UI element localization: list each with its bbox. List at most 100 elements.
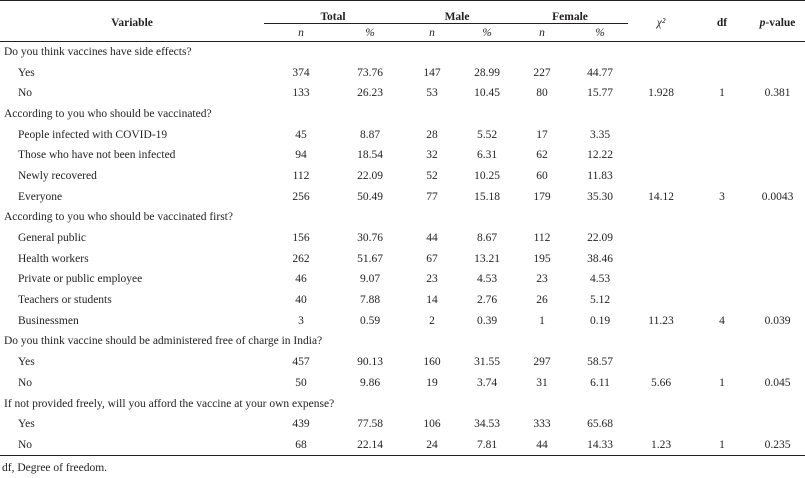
cell-chi-square	[628, 62, 694, 83]
table-body: Do you think vaccines have side effects?…	[0, 42, 805, 456]
table-row: Yes 457 90.13 160 31.55 297 58.57	[0, 352, 805, 373]
row-label: Yes	[18, 418, 35, 431]
cell-total-pct: 50.49	[357, 190, 383, 203]
cell-male-n: 147	[423, 66, 441, 79]
cell-p-value: 0.039	[764, 314, 791, 327]
header-variable: Variable	[111, 16, 153, 29]
cell-female-n: 112	[533, 232, 551, 245]
cell-chi-square: 14.12	[648, 190, 674, 203]
cell-female-n: 60	[536, 169, 548, 182]
cell-female-pct: 22.09	[587, 232, 613, 245]
cell-female-n: 26	[536, 294, 548, 307]
cell-p-value	[750, 290, 805, 311]
cell-total-pct: 51.67	[357, 252, 383, 265]
section-row: If not provided freely, will you afford …	[0, 393, 805, 414]
header-chi-square: χ²	[656, 16, 666, 29]
cell-female-pct: 5.12	[589, 294, 611, 307]
section-title: According to you who should be vaccinate…	[4, 211, 233, 224]
cell-p-value	[750, 166, 805, 187]
cell-male-n: 14	[426, 294, 438, 307]
section-title: Do you think vaccine should be administe…	[4, 335, 323, 348]
cell-chi-square	[628, 269, 694, 290]
cell-male-pct: 10.45	[474, 87, 500, 100]
cell-p-value: 0.235	[750, 434, 805, 456]
cell-chi-square	[628, 248, 694, 269]
table-row: Businessmen 3 0.59 2 0.39 1 0.19 11.23 4 0.039	[0, 310, 805, 331]
row-label: Health workers	[18, 252, 89, 265]
cell-p-value: 0.381	[764, 87, 791, 100]
cell-df	[694, 352, 750, 373]
cell-male-pct: 28.99	[474, 66, 500, 79]
cell-total-pct: 18.54	[357, 149, 383, 162]
cell-chi-square	[628, 166, 694, 187]
cell-female-pct: 3.35	[589, 128, 611, 141]
row-label: Teachers or students	[18, 294, 112, 307]
table-row: Health workers 262 51.67 67 13.21 195 38.46	[0, 248, 805, 269]
header-male: Male	[402, 0, 513, 24]
cell-female-pct: 65.68	[587, 418, 613, 431]
cell-female-n: 80	[536, 87, 548, 100]
cell-male-pct: 4.53	[476, 273, 498, 286]
cell-chi-square	[628, 352, 694, 373]
cell-p-value: 0.045	[764, 376, 791, 389]
cell-male-pct: 10.25	[474, 169, 500, 182]
cell-total-pct: 8.87	[359, 128, 381, 141]
table-row: Newly recovered 112 22.09 52 10.25 60 11.83	[0, 166, 805, 187]
cell-female-pct: 44.77	[587, 66, 613, 79]
cell-female-pct: 4.53	[589, 273, 611, 286]
table-row: Those who have not been infected 94 18.54 3…	[0, 145, 805, 166]
cell-total-pct: 0.59	[359, 314, 381, 327]
table-row: No 50 9.86 19 3.74 31 6.11 5.66 1 0.045	[0, 373, 805, 394]
cell-total-n: 374	[292, 66, 310, 79]
cell-df: 1	[719, 376, 725, 389]
subheader-female-n: n	[539, 26, 545, 39]
cell-df	[694, 248, 750, 269]
cell-df	[694, 62, 750, 83]
cell-total-n: 156	[292, 232, 310, 245]
cell-df	[694, 228, 750, 249]
footnote: df, Degree of freedom.	[2, 461, 108, 474]
cell-total-n: 46	[295, 273, 307, 286]
header-p-prefix: p	[759, 16, 766, 29]
cell-male-pct: 34.53	[474, 418, 500, 431]
cell-df: 1	[719, 87, 725, 100]
cell-female-pct: 15.77	[587, 87, 613, 100]
cell-female-pct: 35.30	[587, 190, 613, 203]
section-row: Do you think vaccine should be administe…	[0, 331, 805, 352]
cell-p-value	[750, 228, 805, 249]
cell-male-pct: 31.55	[474, 356, 500, 369]
row-label: General public	[18, 232, 87, 245]
cell-female-n: 31	[536, 376, 548, 389]
cell-total-pct: 7.88	[359, 294, 381, 307]
table-row: No 68 22.14 24 7.81 44 14.33 1.23 1 0.235	[0, 434, 805, 456]
cell-total-n: 262	[292, 252, 310, 265]
cell-female-pct: 14.33	[572, 434, 629, 456]
cell-total-pct: 9.07	[359, 273, 381, 286]
row-label: Private or public employee	[18, 273, 143, 286]
cell-male-n: 44	[426, 232, 438, 245]
cell-male-pct: 5.52	[476, 128, 498, 141]
cell-male-n: 28	[426, 128, 438, 141]
cell-female-n: 227	[533, 66, 551, 79]
row-label: Yes	[18, 66, 35, 79]
cell-chi-square	[628, 124, 694, 145]
cell-male-pct: 8.67	[476, 232, 498, 245]
cell-df	[694, 145, 750, 166]
results-table: Variable Total Male Female χ² df p-value…	[0, 0, 805, 456]
cell-male-n: 2	[429, 314, 435, 327]
section-row: According to you who should be vaccinate…	[0, 104, 805, 125]
table-row: No 133 26.23 53 10.45 80 15.77 1.928 1 0.381	[0, 83, 805, 104]
cell-total-pct: 9.86	[359, 376, 381, 389]
cell-female-n: 1	[539, 314, 545, 327]
subheader-total-pct: %	[365, 26, 375, 39]
cell-p-value	[750, 269, 805, 290]
cell-df	[694, 290, 750, 311]
cell-male-pct: 13.21	[474, 252, 500, 265]
cell-male-n: 67	[426, 252, 438, 265]
cell-male-pct: 0.39	[476, 314, 498, 327]
cell-male-n: 24	[402, 434, 463, 456]
table-row: Everyone 256 50.49 77 15.18 179 35.30 14.12 3 0.0…	[0, 186, 805, 207]
cell-male-n: 19	[426, 376, 438, 389]
cell-male-n: 53	[426, 87, 438, 100]
table-row: Yes 439 77.58 106 34.53 333 65.68	[0, 414, 805, 435]
